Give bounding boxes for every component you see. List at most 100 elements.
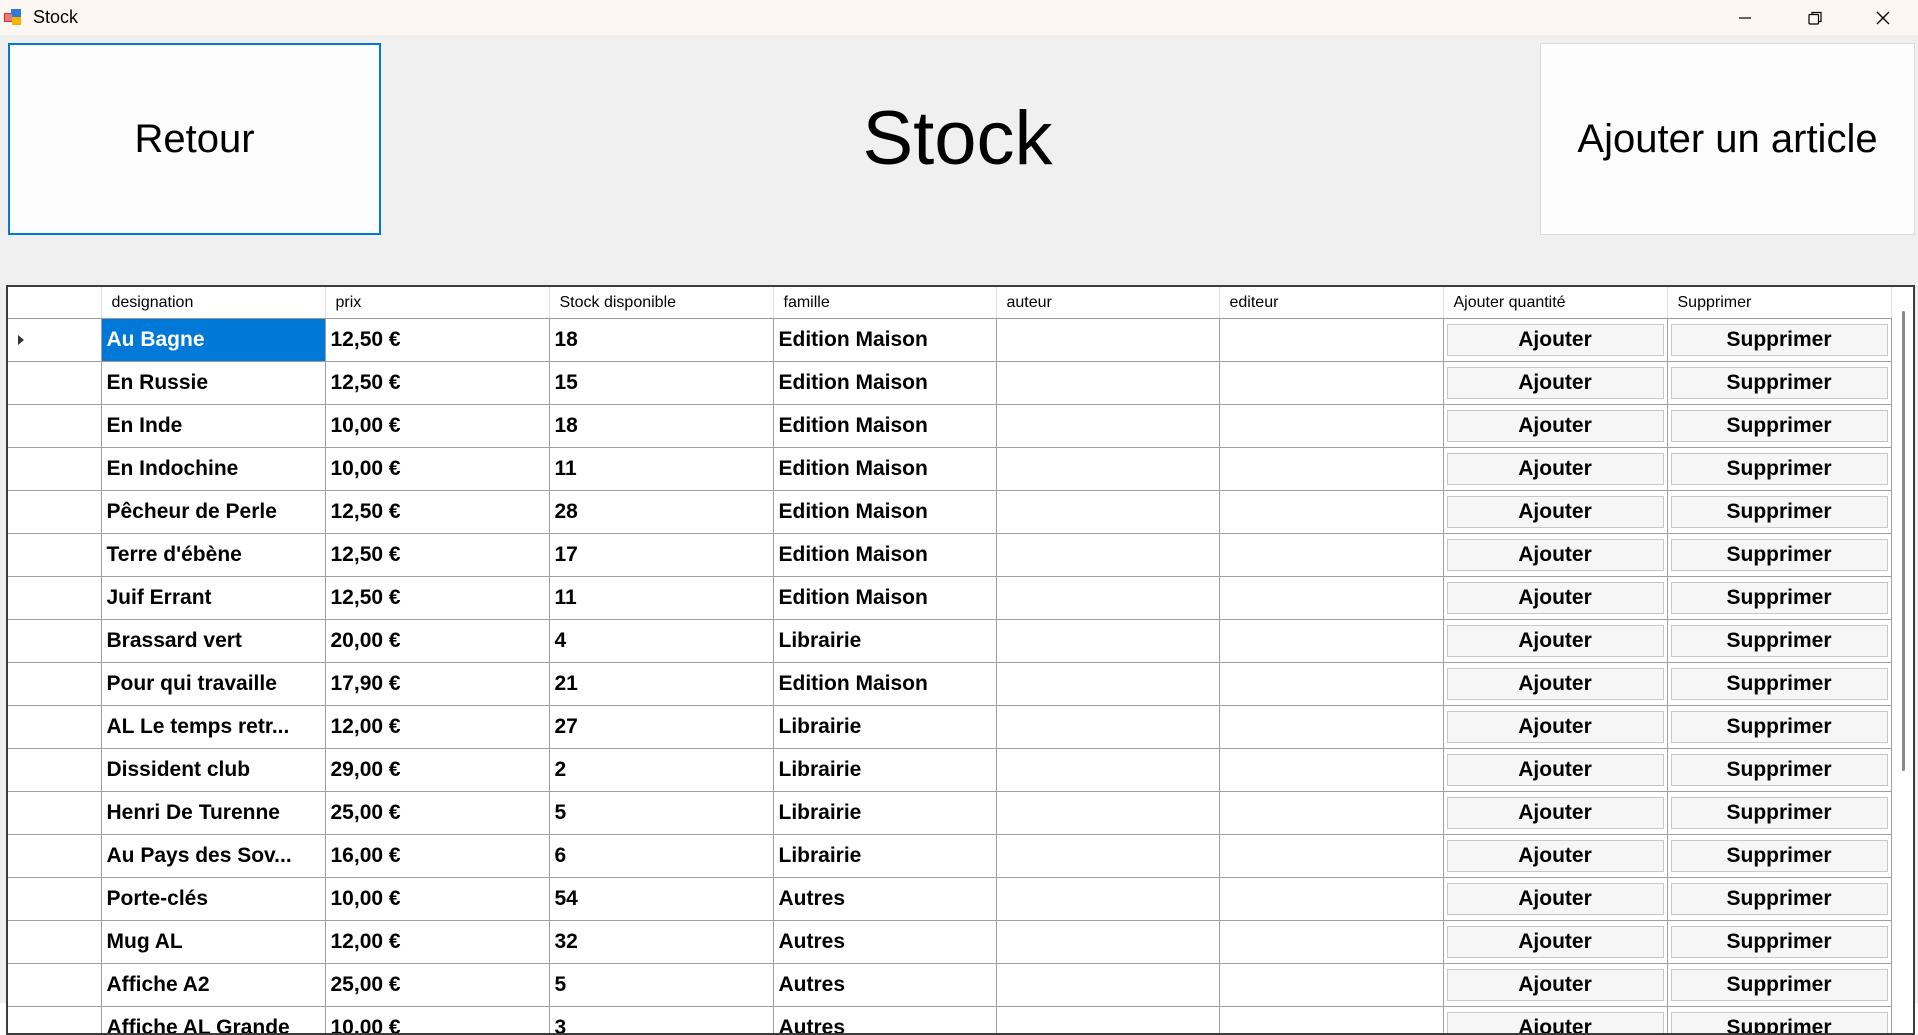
cell-auteur[interactable] [996, 878, 1219, 921]
cell-designation[interactable]: Porte-clés [101, 878, 325, 921]
cell-stock[interactable]: 21 [549, 663, 773, 706]
cell-stock[interactable]: 11 [549, 577, 773, 620]
add-quantity-button[interactable]: Ajouter [1447, 711, 1664, 743]
cell-prix[interactable]: 10,00 € [325, 448, 549, 491]
cell-auteur[interactable] [996, 964, 1219, 1007]
close-button[interactable] [1848, 0, 1918, 35]
cell-prix[interactable]: 29,00 € [325, 749, 549, 792]
add-quantity-button[interactable]: Ajouter [1447, 582, 1664, 614]
column-header-delete[interactable]: Supprimer [1667, 287, 1891, 319]
cell-prix[interactable]: 12,00 € [325, 706, 549, 749]
delete-button[interactable]: Supprimer [1671, 582, 1888, 614]
delete-button[interactable]: Supprimer [1671, 410, 1888, 442]
cell-designation[interactable]: Henri De Turenne [101, 792, 325, 835]
cell-stock[interactable]: 5 [549, 964, 773, 1007]
delete-button[interactable]: Supprimer [1671, 324, 1888, 356]
cell-stock[interactable]: 18 [549, 405, 773, 448]
cell-editeur[interactable] [1219, 534, 1443, 577]
add-quantity-button[interactable]: Ajouter [1447, 496, 1664, 528]
cell-auteur[interactable] [996, 405, 1219, 448]
cell-editeur[interactable] [1219, 319, 1443, 362]
cell-editeur[interactable] [1219, 878, 1443, 921]
cell-prix[interactable]: 12,50 € [325, 319, 549, 362]
delete-button[interactable]: Supprimer [1671, 883, 1888, 915]
cell-designation[interactable]: Pêcheur de Perle [101, 491, 325, 534]
cell-prix[interactable]: 12,50 € [325, 362, 549, 405]
cell-designation[interactable]: Au Pays des Sov... [101, 835, 325, 878]
delete-button[interactable]: Supprimer [1671, 625, 1888, 657]
cell-famille[interactable]: Librairie [773, 706, 996, 749]
add-quantity-button[interactable]: Ajouter [1447, 883, 1664, 915]
add-quantity-button[interactable]: Ajouter [1447, 453, 1664, 485]
cell-editeur[interactable] [1219, 663, 1443, 706]
cell-famille[interactable]: Edition Maison [773, 319, 996, 362]
delete-button[interactable]: Supprimer [1671, 453, 1888, 485]
row-header[interactable] [8, 663, 101, 706]
row-header[interactable] [8, 878, 101, 921]
cell-famille[interactable]: Edition Maison [773, 448, 996, 491]
cell-auteur[interactable] [996, 921, 1219, 964]
column-header-auteur[interactable]: auteur [996, 287, 1219, 319]
cell-designation[interactable]: Terre d'ébène [101, 534, 325, 577]
cell-editeur[interactable] [1219, 921, 1443, 964]
cell-editeur[interactable] [1219, 448, 1443, 491]
add-article-button[interactable]: Ajouter un article [1540, 43, 1915, 235]
add-quantity-button[interactable]: Ajouter [1447, 324, 1664, 356]
cell-famille[interactable]: Edition Maison [773, 577, 996, 620]
cell-stock[interactable]: 54 [549, 878, 773, 921]
column-header-designation[interactable]: designation [101, 287, 325, 319]
cell-auteur[interactable] [996, 663, 1219, 706]
cell-stock[interactable]: 18 [549, 319, 773, 362]
cell-designation[interactable]: En Indochine [101, 448, 325, 491]
row-header[interactable] [8, 749, 101, 792]
cell-famille[interactable]: Autres [773, 964, 996, 1007]
cell-designation[interactable]: Brassard vert [101, 620, 325, 663]
cell-auteur[interactable] [996, 577, 1219, 620]
scrollbar-thumb[interactable] [1902, 311, 1905, 771]
add-quantity-button[interactable]: Ajouter [1447, 926, 1664, 958]
row-header[interactable] [8, 577, 101, 620]
cell-editeur[interactable] [1219, 749, 1443, 792]
row-header[interactable] [8, 448, 101, 491]
row-header[interactable] [8, 362, 101, 405]
cell-editeur[interactable] [1219, 577, 1443, 620]
cell-stock[interactable]: 32 [549, 921, 773, 964]
cell-prix[interactable]: 16,00 € [325, 835, 549, 878]
cell-editeur[interactable] [1219, 362, 1443, 405]
cell-designation[interactable]: En Russie [101, 362, 325, 405]
row-header[interactable] [8, 706, 101, 749]
cell-famille[interactable]: Librairie [773, 749, 996, 792]
back-button[interactable]: Retour [8, 43, 381, 235]
add-quantity-button[interactable]: Ajouter [1447, 668, 1664, 700]
cell-famille[interactable]: Edition Maison [773, 534, 996, 577]
cell-designation[interactable]: Affiche AL Grande [101, 1007, 325, 1035]
add-quantity-button[interactable]: Ajouter [1447, 367, 1664, 399]
minimize-button[interactable] [1710, 0, 1780, 35]
delete-button[interactable]: Supprimer [1671, 668, 1888, 700]
cell-auteur[interactable] [996, 319, 1219, 362]
cell-prix[interactable]: 25,00 € [325, 964, 549, 1007]
column-header-add-quantity[interactable]: Ajouter quantité [1443, 287, 1667, 319]
cell-editeur[interactable] [1219, 706, 1443, 749]
row-header[interactable] [8, 835, 101, 878]
cell-editeur[interactable] [1219, 620, 1443, 663]
cell-famille[interactable]: Edition Maison [773, 491, 996, 534]
cell-prix[interactable]: 12,50 € [325, 534, 549, 577]
cell-famille[interactable]: Edition Maison [773, 405, 996, 448]
cell-editeur[interactable] [1219, 964, 1443, 1007]
delete-button[interactable]: Supprimer [1671, 754, 1888, 786]
cell-designation[interactable]: En Inde [101, 405, 325, 448]
cell-prix[interactable]: 10,00 € [325, 1007, 549, 1035]
cell-prix[interactable]: 25,00 € [325, 792, 549, 835]
cell-famille[interactable]: Edition Maison [773, 362, 996, 405]
cell-stock[interactable]: 6 [549, 835, 773, 878]
add-quantity-button[interactable]: Ajouter [1447, 539, 1664, 571]
cell-auteur[interactable] [996, 491, 1219, 534]
